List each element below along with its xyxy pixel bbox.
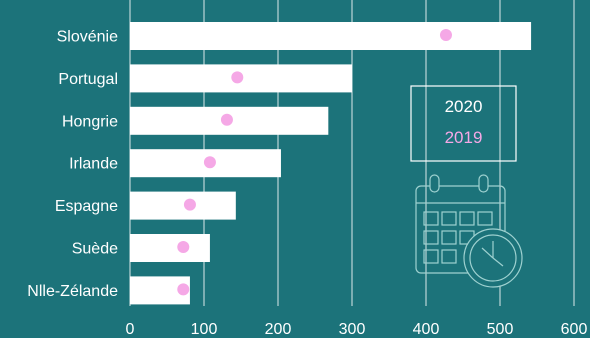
category-label: Suède	[72, 241, 118, 258]
x-tick-label: 200	[265, 321, 292, 338]
dot-2019	[177, 241, 190, 253]
x-tick-labels: 0 100 200 300 400 500 600	[126, 321, 588, 338]
legend-label-2019: 2019	[445, 128, 483, 147]
dot-2019	[177, 283, 190, 296]
dot-2019	[203, 156, 216, 169]
x-tick-label: 400	[413, 321, 440, 338]
category-label: Nlle-Zélande	[27, 283, 118, 300]
dot-2019	[220, 113, 233, 126]
category-labels: Slovénie Portugal Hongrie Irlande Espagne Suè…	[27, 29, 118, 300]
x-tick-label: 300	[339, 321, 366, 338]
dot-2019	[183, 198, 196, 211]
dots-2019	[177, 29, 452, 296]
category-label: Slovénie	[57, 29, 118, 46]
calendar-clock-icon	[415, 174, 523, 288]
x-tick-label: 600	[561, 321, 588, 338]
x-tick-label: 0	[126, 321, 135, 338]
dot-2019	[231, 71, 244, 84]
x-tick-label: 100	[191, 321, 218, 338]
category-label: Irlande	[69, 156, 118, 173]
dot-2019	[439, 29, 452, 41]
bar-2020	[130, 22, 532, 50]
bar-2020	[130, 191, 236, 220]
category-label: Portugal	[58, 71, 118, 88]
x-tick-label: 500	[487, 321, 514, 338]
legend-label-2020: 2020	[445, 97, 483, 116]
category-label: Espagne	[55, 198, 118, 215]
legend-box	[410, 85, 517, 162]
bar-2020	[130, 234, 210, 262]
category-label: Hongrie	[62, 113, 118, 130]
legend: 2020 2019	[410, 85, 517, 162]
